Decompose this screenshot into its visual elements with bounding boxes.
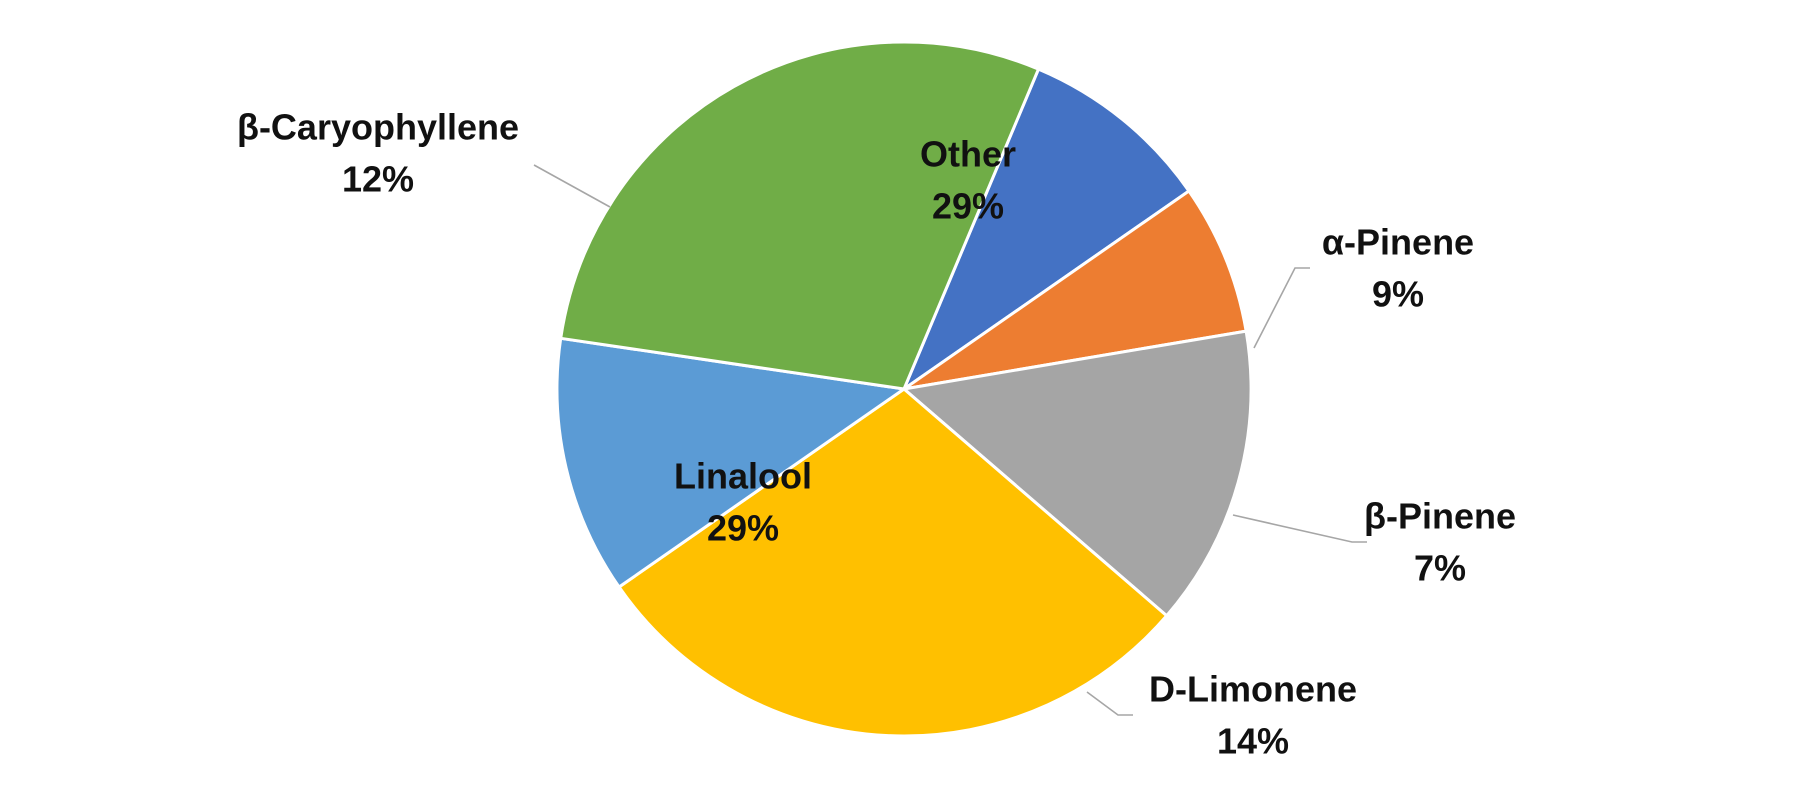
data-label-alpha-pinene: α-Pinene 9% bbox=[1322, 222, 1474, 315]
data-label-beta-pinene: β-Pinene 7% bbox=[1364, 496, 1516, 589]
slice-label-other: Other bbox=[920, 134, 1016, 175]
pie-slice-linalool bbox=[617, 387, 1169, 738]
slice-label-d-limonene: D-Limonene bbox=[1149, 669, 1357, 710]
data-label-other: Other 29% bbox=[920, 134, 1016, 227]
pie-slice-alpha-pinene bbox=[902, 67, 1191, 391]
slice-value-d-limonene: 14% bbox=[1217, 721, 1289, 762]
slice-value-linalool: 29% bbox=[707, 508, 779, 549]
data-label-linalool: Linalool 29% bbox=[674, 456, 812, 549]
pie-slice-d-limonene bbox=[902, 329, 1253, 618]
leader-line-d-limonene bbox=[1086, 691, 1133, 716]
leader-lines bbox=[533, 164, 1367, 716]
leader-line-beta-pinene bbox=[1232, 514, 1367, 543]
slice-label-beta-pinene: β-Pinene bbox=[1364, 496, 1516, 537]
leader-line-alpha-pinene bbox=[1253, 267, 1310, 349]
slice-value-beta-pinene: 7% bbox=[1414, 548, 1466, 589]
slice-label-linalool: Linalool bbox=[674, 456, 812, 497]
slice-value-alpha-pinene: 9% bbox=[1372, 274, 1424, 315]
data-label-beta-caryophyllene: β-Caryophyllene 12% bbox=[237, 107, 519, 200]
pie-slice-other bbox=[559, 40, 1040, 391]
data-labels: α-Pinene 9% β-Pinene 7% D-Limonene 14% Linaloo… bbox=[237, 107, 1516, 762]
data-label-d-limonene: D-Limonene 14% bbox=[1149, 669, 1357, 762]
pie-slice-beta-pinene bbox=[902, 189, 1248, 391]
slice-label-beta-caryophyllene: β-Caryophyllene bbox=[237, 107, 519, 148]
pie-slice-beta-caryophyllene bbox=[555, 336, 906, 589]
slice-value-other: 29% bbox=[932, 186, 1004, 227]
leader-line-beta-caryophyllene bbox=[533, 164, 611, 208]
pie-slices bbox=[555, 40, 1253, 738]
slice-value-beta-caryophyllene: 12% bbox=[342, 159, 414, 200]
slice-label-alpha-pinene: α-Pinene bbox=[1322, 222, 1474, 263]
